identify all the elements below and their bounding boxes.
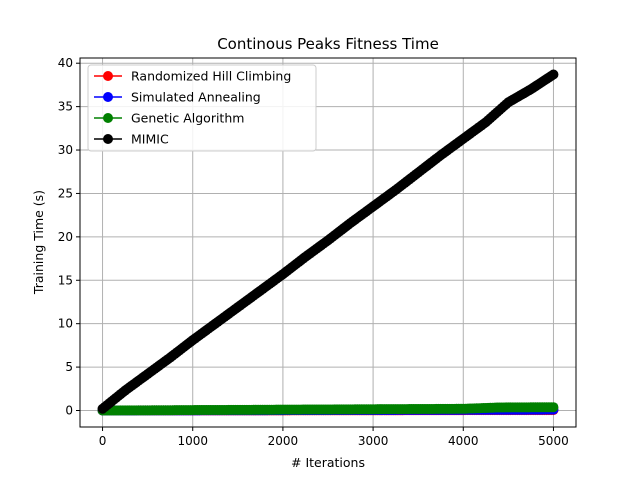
x-tick-label: 5000: [538, 434, 569, 448]
legend-label: Simulated Annealing: [131, 90, 261, 105]
y-tick-label: 30: [58, 143, 73, 157]
series-mimic: [97, 69, 559, 414]
legend-label: Randomized Hill Climbing: [131, 69, 291, 84]
legend-marker: [103, 134, 113, 144]
y-tick-label: 20: [58, 230, 73, 244]
x-tick-label: 0: [99, 434, 107, 448]
x-tick-label: 2000: [268, 434, 299, 448]
y-tick-label: 0: [65, 404, 73, 418]
y-tick-label: 25: [58, 186, 73, 200]
x-axis-label: # Iterations: [291, 455, 365, 470]
axes-frame: [79, 57, 577, 428]
legend-item: Randomized Hill Climbing: [94, 69, 291, 84]
x-tick-label: 1000: [177, 434, 208, 448]
x-axis: 0 1000 2000 3000 4000 5000: [99, 427, 569, 448]
y-axis-label: Training Time (s): [31, 190, 46, 295]
y-tick-label: 35: [58, 100, 73, 114]
plot-area: [97, 69, 559, 416]
legend-item: Genetic Algorithm: [94, 111, 244, 126]
legend-marker: [103, 113, 113, 123]
y-tick-label: 40: [58, 56, 73, 70]
y-tick-label: 5: [65, 360, 73, 374]
legend-item: Simulated Annealing: [94, 90, 261, 105]
data-point: [548, 69, 559, 80]
legend-marker: [103, 92, 113, 102]
x-tick-label: 4000: [448, 434, 479, 448]
legend: Randomized Hill Climbing Simulated Anneal…: [87, 64, 317, 152]
legend-box: [87, 64, 317, 152]
legend-marker: [103, 71, 113, 81]
chart-title: Continous Peaks Fitness Time: [217, 35, 439, 53]
x-tick-label: 3000: [358, 434, 389, 448]
data-point: [548, 402, 559, 413]
y-tick-label: 15: [58, 273, 73, 287]
y-tick-label: 10: [58, 317, 73, 331]
legend-item: MIMIC: [94, 132, 169, 147]
series-genetic-algorithm: [97, 402, 559, 416]
legend-label: MIMIC: [131, 132, 169, 147]
legend-label: Genetic Algorithm: [131, 111, 244, 126]
y-axis: 0 5 10 15 20 25 30 35 40: [58, 56, 80, 418]
